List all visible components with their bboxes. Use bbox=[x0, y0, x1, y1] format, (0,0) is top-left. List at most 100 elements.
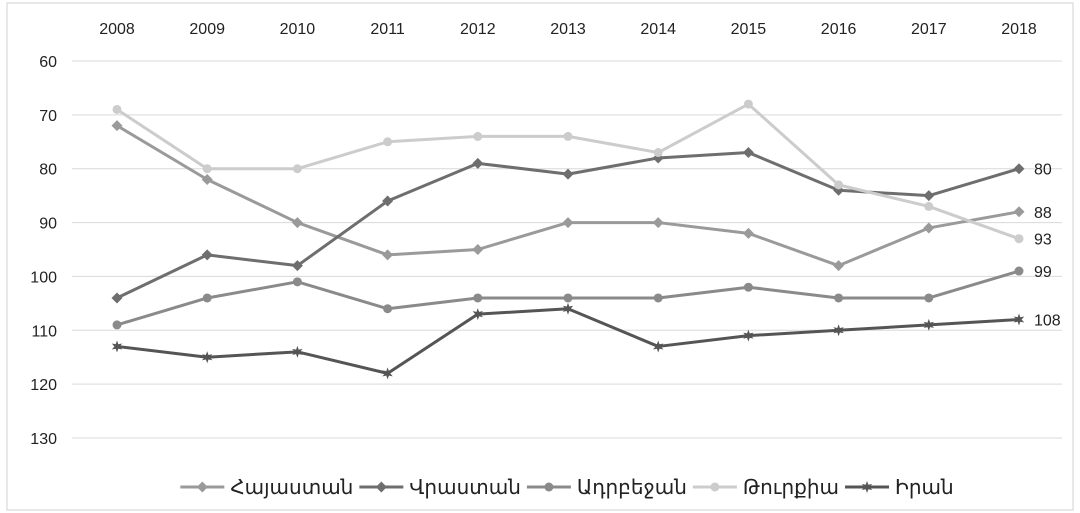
y-tick-label: 110 bbox=[31, 323, 57, 340]
data-point bbox=[923, 190, 935, 202]
data-point bbox=[833, 260, 845, 272]
series-5 bbox=[111, 302, 1025, 380]
series-3 bbox=[112, 266, 1024, 330]
legend-item: Վրաստան bbox=[359, 475, 521, 499]
x-tick-label: 2017 bbox=[911, 21, 947, 38]
data-point bbox=[382, 195, 394, 207]
data-point bbox=[1013, 313, 1025, 326]
y-tick-label: 60 bbox=[39, 54, 57, 71]
data-point bbox=[112, 104, 122, 114]
end-value-label: 99 bbox=[1034, 264, 1052, 281]
data-point bbox=[834, 180, 844, 190]
chart-border bbox=[6, 2, 1074, 511]
y-tick-label: 100 bbox=[30, 269, 57, 286]
data-point bbox=[562, 217, 574, 229]
end-value-label: 88 bbox=[1034, 205, 1052, 222]
y-tick-label: 80 bbox=[39, 162, 57, 179]
data-point bbox=[291, 260, 303, 272]
x-axis-ticks: 2008 2009 2010 2011 2012 2013 2014 2015 2016 2017… bbox=[99, 21, 1037, 38]
data-point bbox=[202, 293, 212, 303]
legend-item: Իրան bbox=[845, 475, 954, 499]
x-tick-label: 2016 bbox=[821, 21, 857, 38]
data-point bbox=[383, 137, 393, 147]
data-point bbox=[923, 222, 935, 234]
data-point bbox=[472, 157, 484, 169]
data-point bbox=[743, 329, 754, 342]
data-point bbox=[111, 292, 123, 304]
data-point bbox=[472, 308, 483, 321]
data-point bbox=[1014, 234, 1024, 244]
legend-label: Հայաստան bbox=[230, 475, 353, 499]
data-point bbox=[743, 282, 753, 292]
data-point bbox=[383, 304, 393, 314]
data-point bbox=[111, 120, 123, 132]
legend-label: Իրան bbox=[895, 475, 954, 499]
data-point bbox=[924, 201, 934, 211]
data-point bbox=[292, 164, 302, 174]
x-tick-label: 2013 bbox=[550, 21, 586, 38]
series-1 bbox=[111, 120, 1025, 272]
y-tick-label: 130 bbox=[30, 431, 57, 448]
data-point bbox=[1013, 163, 1025, 175]
data-point bbox=[924, 293, 934, 303]
legend-item: Ադրբեջան bbox=[526, 475, 687, 499]
data-point bbox=[1013, 206, 1025, 218]
y-tick-label: 90 bbox=[39, 216, 57, 233]
end-value-label: 93 bbox=[1034, 232, 1052, 249]
data-point bbox=[833, 324, 844, 337]
data-point bbox=[1014, 266, 1024, 276]
data-point bbox=[652, 217, 664, 229]
x-tick-label: 2015 bbox=[731, 21, 767, 38]
legend-label: Վրաստան bbox=[409, 475, 521, 499]
data-point bbox=[472, 244, 484, 255]
series-4 bbox=[112, 99, 1024, 244]
data-point bbox=[382, 367, 393, 380]
legend-item: Հայաստան bbox=[180, 475, 353, 499]
data-point bbox=[742, 227, 754, 239]
data-point bbox=[111, 340, 123, 353]
data-labels: 88 80 99 93 108 bbox=[1034, 162, 1061, 330]
data-point bbox=[201, 249, 213, 261]
x-tick-label: 2010 bbox=[280, 21, 316, 38]
x-tick-label: 2018 bbox=[1001, 21, 1037, 38]
data-point bbox=[382, 249, 394, 261]
legend-marker bbox=[544, 482, 554, 492]
x-tick-label: 2008 bbox=[99, 21, 135, 38]
legend-marker bbox=[196, 481, 208, 493]
series-lines bbox=[111, 99, 1025, 380]
data-point bbox=[201, 173, 213, 185]
y-tick-label: 70 bbox=[39, 108, 57, 125]
data-point bbox=[834, 293, 844, 303]
data-point bbox=[923, 318, 934, 331]
legend-marker bbox=[375, 481, 387, 493]
end-value-label: 80 bbox=[1034, 162, 1052, 179]
data-point bbox=[653, 340, 664, 353]
x-tick-label: 2012 bbox=[460, 21, 496, 38]
x-tick-label: 2011 bbox=[370, 21, 405, 38]
data-point bbox=[653, 148, 663, 158]
data-point bbox=[291, 217, 303, 229]
data-point bbox=[562, 302, 574, 315]
legend-item: Թուրքիա bbox=[692, 475, 839, 499]
data-point bbox=[473, 131, 483, 141]
x-tick-label: 2009 bbox=[189, 21, 225, 38]
x-tick-label: 2014 bbox=[640, 21, 676, 38]
data-point bbox=[292, 277, 302, 287]
data-point bbox=[743, 99, 753, 109]
data-point bbox=[202, 351, 213, 364]
data-point bbox=[563, 131, 573, 141]
data-point bbox=[653, 293, 663, 303]
data-point bbox=[292, 345, 303, 358]
legend-label: Ադրբեջան bbox=[577, 475, 687, 499]
y-tick-label: 120 bbox=[30, 377, 57, 394]
data-point bbox=[473, 293, 483, 303]
legend-marker bbox=[710, 482, 720, 492]
data-point bbox=[742, 147, 754, 159]
data-point bbox=[562, 168, 574, 180]
data-point bbox=[202, 164, 212, 174]
end-value-label: 108 bbox=[1034, 313, 1061, 330]
data-point bbox=[563, 293, 573, 303]
legend-label: Թուրքիա bbox=[743, 475, 839, 499]
